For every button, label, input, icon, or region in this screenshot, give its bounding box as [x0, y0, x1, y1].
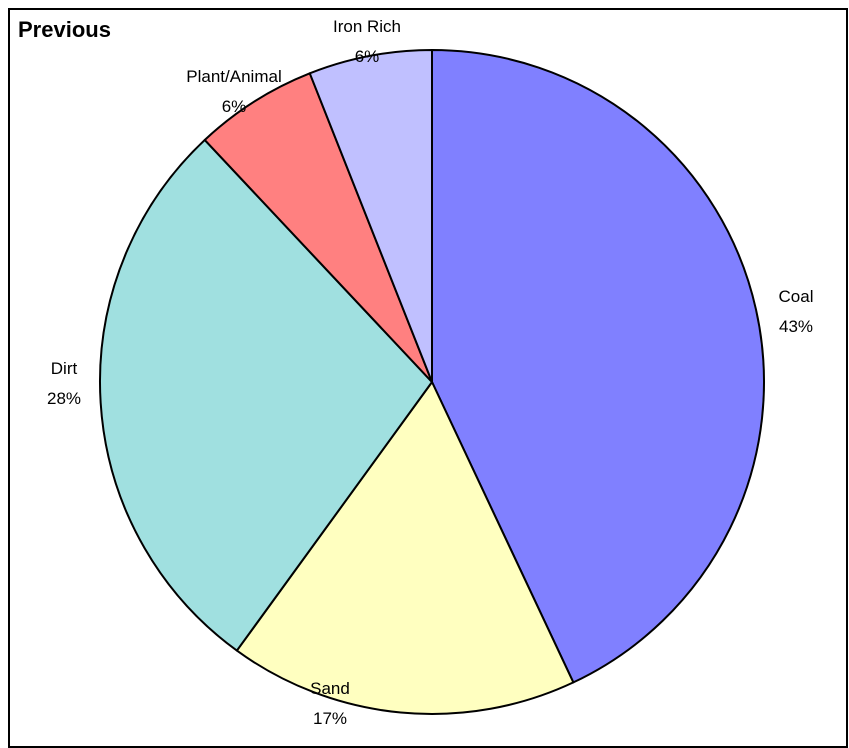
slice-percent-label: 6%	[355, 47, 380, 66]
chart-title: Previous	[18, 17, 111, 42]
slice-category-label: Dirt	[51, 359, 78, 378]
pie-slice-plant-animal	[203, 72, 433, 383]
slice-percent-label: 6%	[222, 97, 247, 116]
pie-slice-iron-rich	[308, 49, 433, 383]
pie-labels: Coal 43%Sand 17%Dirt 28%Plant/Animal 6%Iron …	[47, 17, 814, 728]
slice-category-label: Coal	[779, 287, 814, 306]
pie-slices	[99, 49, 765, 715]
slice-percent-label: 17%	[313, 709, 347, 728]
slice-label-sand: Sand 17%	[310, 679, 350, 728]
slice-percent-label: 43%	[779, 317, 813, 336]
slice-label-plant-animal: Plant/Animal 6%	[186, 67, 281, 116]
slice-label-dirt: Dirt 28%	[47, 359, 81, 408]
pie-slice-dirt	[99, 138, 433, 652]
slice-category-label: Iron Rich	[333, 17, 401, 36]
slice-category-label: Sand	[310, 679, 350, 698]
slice-label-iron-rich: Iron Rich 6%	[333, 17, 401, 66]
slice-percent-label: 28%	[47, 389, 81, 408]
pie-slice-sand	[235, 381, 575, 715]
pie-slice-coal	[431, 49, 765, 684]
slice-category-label: Plant/Animal	[186, 67, 281, 86]
slice-label-coal: Coal 43%	[779, 287, 814, 336]
